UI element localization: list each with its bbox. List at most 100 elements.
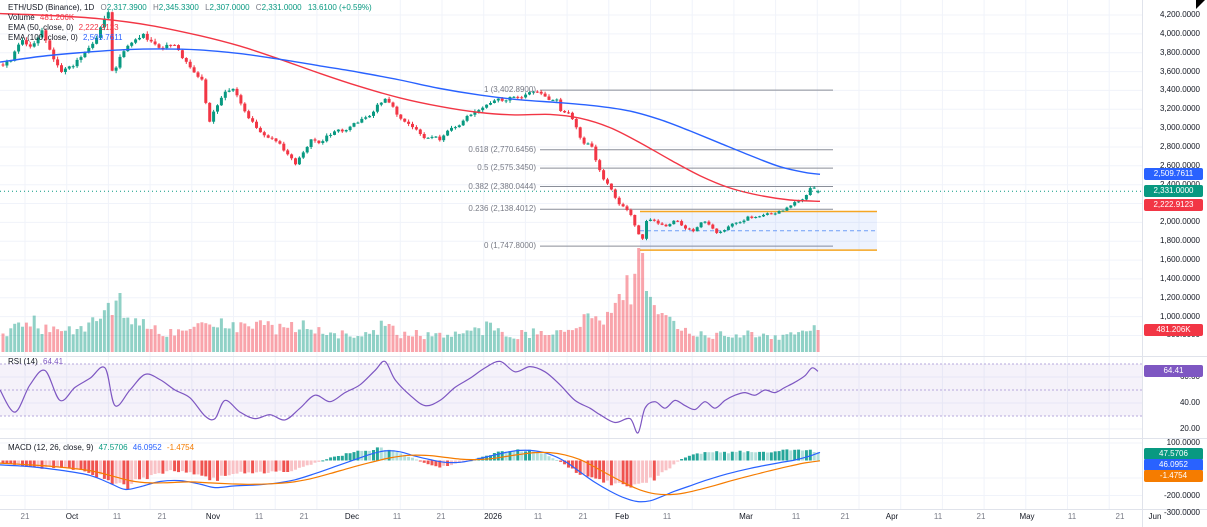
time-axis-label: 11	[1067, 512, 1077, 521]
time-axis-label: Mar	[739, 512, 753, 521]
time-axis-label: 21	[157, 512, 167, 521]
time-axis-label: 2026	[484, 512, 502, 521]
time-axis-label: 11	[933, 512, 943, 521]
time-axis-label: 11	[791, 512, 801, 521]
rsi-line	[0, 360, 819, 434]
macd-axis-label: -300.0000	[1163, 508, 1200, 517]
fib-level-label: 1 (3,402.8900)	[483, 85, 536, 95]
macd-line	[0, 449, 821, 503]
change-value: 13.6100 (+0.59%)	[307, 3, 372, 12]
time-axis-label: 11	[254, 512, 264, 521]
ema50-label: EMA (50, close, 0)	[8, 23, 74, 32]
time-axis-label: Feb	[615, 512, 629, 521]
time-axis-label: 21	[20, 512, 30, 521]
price-axis-label: 4,200.0000	[1159, 10, 1200, 19]
rsi-axis-label: 40.00	[1179, 398, 1200, 407]
time-axis-label: 11	[533, 512, 543, 521]
time-axis-label: May	[1019, 512, 1035, 521]
price-axis-label: 3,800.0000	[1159, 47, 1200, 57]
axis-badge: 2,331.0000	[1144, 184, 1203, 197]
ema50-value: 2,222.9123	[78, 23, 119, 32]
time-axis-label: 21	[840, 512, 850, 521]
price-axis-label: 1,800.0000	[1159, 236, 1200, 246]
axis-badge: 47.5706	[1144, 448, 1203, 460]
open-value: 2,317.3900	[106, 3, 147, 12]
ema50-line[interactable]	[0, 12, 821, 202]
price-axis-label: 1,000.0000	[1159, 311, 1200, 321]
time-axis-label: 21	[976, 512, 986, 521]
main-legend: ETH/USD (Binance), 1D O2,317.3900 H2,345…	[8, 3, 372, 43]
time-axis-label: 11	[112, 512, 122, 521]
time-axis-label: 11	[662, 512, 672, 521]
time-axis-label: 21	[578, 512, 588, 521]
ema100-legend-row[interactable]: EMA (100, close, 0) 2,509.7611	[8, 33, 372, 43]
price-axis-label: 2,800.0000	[1159, 141, 1200, 151]
time-axis-label: Apr	[885, 512, 899, 521]
high-value: 2,345.3300	[158, 3, 199, 12]
axis-badge: 46.0952	[1144, 459, 1203, 471]
ema50-legend-row[interactable]: EMA (50, close, 0) 2,222.9123	[8, 23, 372, 33]
price-axis-label: 4,000.0000	[1159, 28, 1200, 38]
fib-level-label: 0.618 (2,770.6456)	[468, 144, 536, 154]
macd-axis-label: -200.0000	[1163, 490, 1200, 500]
range-box[interactable]	[640, 210, 877, 251]
rsi-value: 64.41	[43, 357, 64, 366]
rsi-pane[interactable]	[0, 360, 1142, 434]
close-label: C	[255, 3, 262, 12]
macd-signal-line	[0, 451, 821, 496]
time-axis-label: Jun	[1148, 512, 1162, 521]
open-label: O	[100, 3, 107, 12]
time-axis-label: 21	[1115, 512, 1125, 521]
symbol-title: ETH/USD (Binance), 1D	[8, 3, 95, 12]
rsi-legend[interactable]: RSI (14) 64.41	[8, 357, 63, 367]
volume-label: Volume	[8, 13, 35, 22]
price-axis-label: 1,600.0000	[1159, 255, 1200, 265]
mouse-cursor	[1196, 0, 1205, 9]
axis-badge: 2,509.7611	[1144, 168, 1203, 180]
time-axis-label: Nov	[205, 512, 221, 521]
axis-badge: 481.206K	[1144, 324, 1203, 336]
gridlines	[0, 0, 1142, 509]
price-axis-label: 3,600.0000	[1159, 66, 1200, 76]
ema100-label: EMA (100, close, 0)	[8, 33, 78, 42]
macd-legend[interactable]: MACD (12, 26, close, 9) 47.5706 46.0952 …	[8, 443, 194, 453]
time-axis-label: 11	[392, 512, 402, 521]
ema100-value: 2,509.7611	[83, 33, 123, 42]
fib-level-label: 0 (1,747.8000)	[483, 241, 536, 251]
time-axis-label: Oct	[65, 512, 79, 521]
price-axis-label: 3,400.0000	[1159, 85, 1200, 95]
macd-axis-label: 100.0000	[1166, 438, 1200, 447]
rsi-axis-label: 20.00	[1179, 424, 1200, 433]
volume-bars	[1, 248, 820, 352]
time-axis-label: 21	[436, 512, 446, 521]
price-axis-label: 2,600.0000	[1159, 160, 1200, 170]
axis-badge: 64.41	[1144, 365, 1203, 377]
price-axis-label: 2,000.0000	[1159, 217, 1200, 227]
price-axis-label: 2,400.0000	[1146, 180, 1200, 189]
price-axis-label: 1,200.0000	[1159, 292, 1200, 302]
time-axis-label: 21	[299, 512, 309, 521]
axis-badge: 2,222.9123	[1144, 198, 1203, 211]
fib-level-label: 0.236 (2,138.4012)	[468, 204, 536, 214]
time-axis-label: Dec	[344, 512, 360, 521]
macd-pane[interactable]	[0, 447, 821, 503]
fib-level-label: 0.5 (2,575.3450)	[477, 163, 536, 173]
price-axis-label: 3,200.0000	[1159, 104, 1200, 114]
close-value: 2,331.0000	[261, 3, 302, 12]
axis-badge: -1.4754	[1144, 470, 1203, 482]
macd-label: MACD (12, 26, close, 9)	[8, 443, 94, 452]
macd-hist-value: 47.5706	[98, 443, 128, 452]
ema100-line[interactable]	[0, 48, 821, 175]
symbol-legend-row[interactable]: ETH/USD (Binance), 1D O2,317.3900 H2,345…	[8, 3, 372, 13]
macd-signal-value: -1.4754	[166, 443, 195, 452]
high-label: H	[153, 3, 159, 12]
low-value: 2,307.0000	[209, 3, 250, 12]
fib-level-label: 0.382 (2,380.0444)	[468, 181, 536, 191]
low-label: L	[205, 3, 210, 12]
price-axis-label: 3,000.0000	[1159, 123, 1200, 133]
main-pane[interactable]	[0, 10, 1142, 352]
volume-legend-row[interactable]: Volume 481.206K	[8, 13, 372, 23]
